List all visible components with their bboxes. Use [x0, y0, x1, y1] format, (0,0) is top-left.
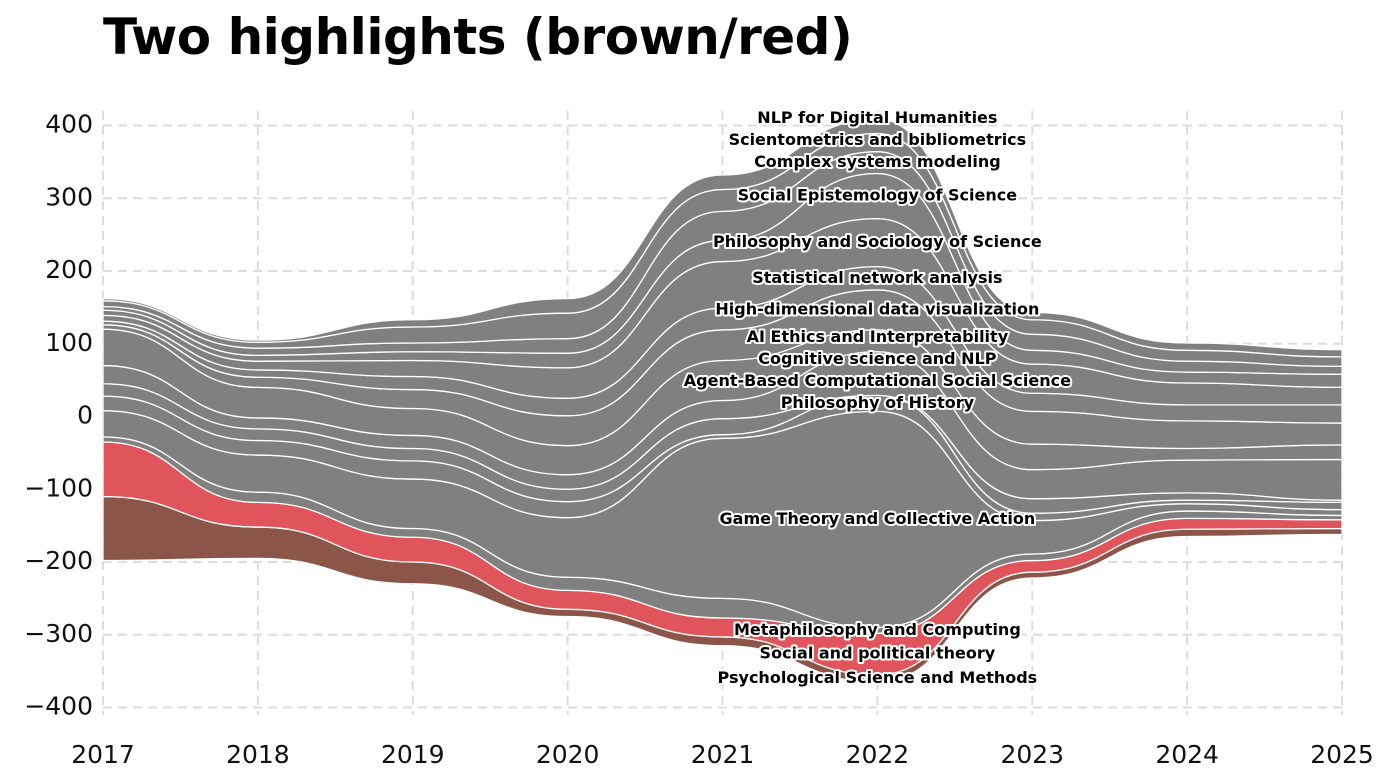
series-label: Statistical network analysis	[752, 268, 1002, 287]
series-label: Scientometrics and bibliometrics	[729, 130, 1027, 149]
series-label: Social and political theory	[760, 644, 996, 663]
y-tick-label: −300	[24, 619, 93, 648]
x-tick-label: 2018	[226, 740, 290, 769]
series-label: Social Epistemology of Science	[738, 186, 1018, 205]
series-label: High-dimensional data visualization	[715, 299, 1039, 318]
x-tick-label: 2020	[536, 740, 600, 769]
x-tick-label: 2022	[846, 740, 910, 769]
axes: 400 300 200 100 0 −100 −200 −300 −400 2017 2018 201…	[24, 110, 1373, 770]
x-tick-label: 2024	[1155, 740, 1219, 769]
stream-layers	[102, 118, 1343, 683]
y-tick-label: −400	[24, 692, 93, 721]
series-label: Metaphilosophy and Computing	[734, 620, 1021, 639]
series-label: Complex systems modeling	[754, 152, 1001, 171]
y-tick-label: 300	[45, 182, 93, 211]
series-label: Game Theory and Collective Action	[720, 509, 1036, 528]
series-label: Agent-Based Computational Social Science	[684, 371, 1071, 390]
chart-title: Two highlights (brown/red)	[103, 8, 853, 66]
y-tick-label: 400	[45, 110, 93, 139]
series-label: Cognitive science and NLP	[758, 349, 996, 368]
y-tick-label: −100	[24, 473, 93, 502]
series-labels: Psychological Science and Methods Social …	[682, 106, 1073, 689]
x-tick-label: 2017	[71, 740, 135, 769]
series-label: Psychological Science and Methods	[718, 668, 1038, 687]
x-tick-label: 2025	[1310, 740, 1374, 769]
series-label: AI Ethics and Interpretability	[747, 327, 1009, 346]
x-tick-label: 2023	[1000, 740, 1064, 769]
y-tick-label: 200	[45, 255, 93, 284]
x-tick-label: 2019	[381, 740, 445, 769]
series-label: NLP for Digital Humanities	[757, 108, 997, 127]
stream-nlp-for-digital-humanities	[102, 118, 1343, 358]
y-tick-label: 0	[77, 401, 93, 430]
y-tick-label: 100	[45, 328, 93, 357]
y-tick-label: −200	[24, 546, 93, 575]
series-label: Philosophy and Sociology of Science	[713, 232, 1042, 251]
x-tick-label: 2021	[691, 740, 755, 769]
series-label: Philosophy of History	[781, 393, 975, 412]
